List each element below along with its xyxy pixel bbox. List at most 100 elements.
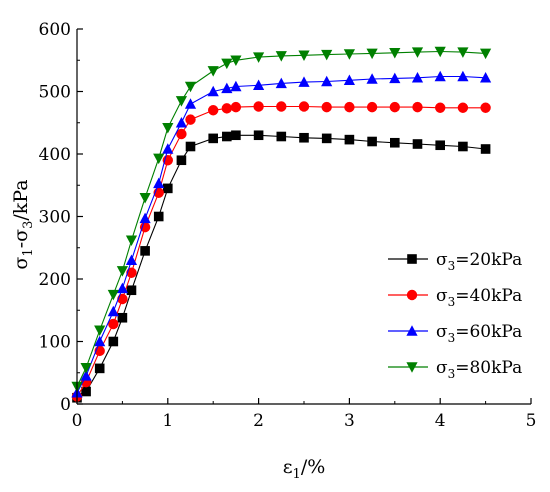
legend-marker (406, 362, 418, 373)
data-point-s3-20 (366, 73, 378, 84)
data-point-s4-7 (139, 192, 151, 204)
legend-item-4: σ3=80kPa (388, 358, 522, 381)
data-point-s4-5 (116, 266, 128, 277)
legend: σ3=20kPa σ3=40kPa σ3=60kPa σ3=80kPa (388, 250, 522, 381)
data-point-s3-2 (80, 370, 92, 381)
data-point-s3-9 (162, 143, 174, 154)
y-tick-label-200: 200 (39, 270, 71, 290)
data-point-s3-24 (457, 70, 469, 82)
data-point-s3-14 (230, 80, 242, 92)
x-tick-label-2: 2 (253, 411, 264, 431)
data-point-s3-17 (298, 76, 310, 87)
data-point-s4-12 (207, 66, 219, 77)
data-point-s4-22 (411, 47, 424, 58)
data-point-s4-16 (275, 51, 287, 62)
data-point-s4-10 (175, 96, 188, 107)
x-tick-label-4: 4 (435, 411, 446, 431)
data-point-s3-7 (139, 212, 151, 224)
data-point-s1-3 (94, 363, 105, 374)
data-point-s4-8 (153, 153, 165, 165)
data-point-s1-24 (458, 141, 468, 152)
legend-item-2: σ3=40kPa (388, 286, 522, 309)
data-point-s4-14 (230, 55, 242, 67)
legend-marker (406, 289, 418, 301)
data-point-s1-16 (276, 131, 287, 142)
data-point-s1-7 (140, 246, 150, 256)
data-point-s1-9 (163, 183, 173, 194)
x-axis-label: ε1/% (283, 456, 326, 482)
y-tick-label-600: 600 (39, 20, 71, 40)
data-point-s4-3 (94, 325, 106, 337)
data-point-s1-23 (435, 140, 445, 151)
data-point-s3-11 (184, 98, 197, 109)
data-point-s1-15 (253, 130, 264, 141)
data-point-s2-17 (298, 101, 310, 112)
data-point-s1-21 (390, 137, 400, 148)
data-point-s1-18 (321, 133, 332, 144)
data-point-s4-6 (125, 235, 138, 247)
data-point-s2-20 (366, 101, 378, 113)
y-tick-label-400: 400 (39, 145, 71, 165)
legend-item-3: σ3=60kPa (388, 322, 522, 345)
data-point-s1-10 (176, 155, 187, 166)
legend-marker (407, 254, 417, 264)
data-point-s3-18 (321, 75, 333, 87)
data-point-s3-12 (207, 85, 219, 97)
data-point-s4-4 (107, 289, 119, 301)
data-point-s2-4 (108, 318, 119, 330)
series-1 (72, 130, 491, 403)
data-point-s2-12 (208, 105, 219, 116)
y-tick-label-0: 0 (60, 395, 71, 415)
data-point-s1-13 (222, 131, 232, 142)
data-point-s3-6 (125, 254, 138, 266)
data-point-s2-10 (176, 128, 187, 140)
data-point-s4-17 (298, 50, 310, 62)
data-point-s3-21 (389, 72, 401, 84)
data-point-s2-15 (253, 101, 264, 112)
data-point-s3-19 (343, 74, 355, 86)
data-point-s4-15 (253, 52, 265, 63)
data-point-s1-2 (81, 386, 91, 397)
data-point-s3-8 (153, 177, 165, 189)
x-tick-label-5: 5 (526, 411, 537, 431)
data-point-s3-23 (434, 70, 446, 82)
data-point-s1-17 (299, 132, 309, 143)
data-point-s4-2 (80, 362, 92, 374)
series-line-2 (76, 105, 486, 397)
data-point-s1-20 (367, 136, 377, 147)
y-axis-label: σ1-σ3/kPa (10, 179, 36, 269)
data-point-s1-8 (153, 211, 164, 222)
data-point-s3-5 (116, 282, 128, 294)
data-point-s4-11 (184, 81, 197, 93)
data-point-s2-25 (480, 102, 491, 113)
legend-marker (406, 325, 418, 336)
series-line-1 (76, 134, 486, 399)
data-point-s1-5 (117, 312, 128, 323)
y-tick-label-100: 100 (39, 333, 71, 353)
data-point-s3-25 (480, 71, 492, 83)
data-point-s3-15 (253, 79, 265, 91)
data-point-s4-25 (480, 48, 492, 60)
x-tick-label-3: 3 (344, 411, 355, 431)
y-tick-label-500: 500 (39, 83, 71, 103)
data-point-s4-19 (343, 49, 355, 60)
data-point-s2-16 (276, 101, 287, 112)
data-point-s2-24 (457, 102, 469, 113)
data-point-s3-13 (221, 82, 233, 94)
data-point-s1-11 (185, 141, 196, 152)
data-point-s2-11 (185, 114, 196, 125)
data-point-s4-13 (221, 58, 233, 70)
data-point-s3-10 (175, 116, 188, 128)
x-tick-label-0: 0 (72, 411, 83, 431)
series-3 (71, 70, 492, 398)
legend-label: σ3=20kPa (436, 250, 522, 273)
data-point-s2-7 (139, 221, 151, 233)
data-point-s1-19 (344, 134, 355, 145)
data-point-s2-14 (230, 101, 242, 113)
data-point-s2-21 (389, 101, 400, 113)
legend-item-1: σ3=20kPa (388, 250, 522, 273)
y-tick-label-300: 300 (39, 208, 71, 228)
data-point-s4-23 (434, 46, 446, 58)
data-point-s3-4 (107, 305, 119, 317)
